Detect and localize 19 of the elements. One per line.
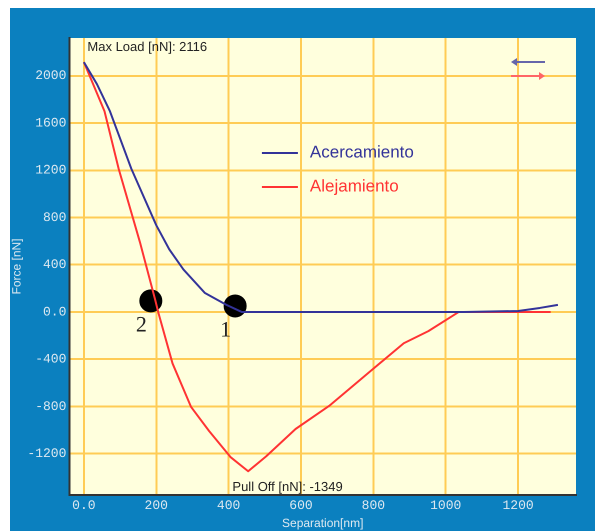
y-tick-label: -800 — [35, 398, 66, 414]
y-tick-label: 1600 — [35, 115, 66, 130]
y-tick-label: 2000 — [35, 68, 66, 84]
y-tick-label: -1200 — [27, 446, 66, 462]
x-tick-label: 1200 — [502, 498, 534, 514]
y-tick-label: 400 — [43, 257, 66, 272]
y-tick-label: 800 — [43, 210, 66, 225]
x-tick-label: 800 — [362, 498, 386, 514]
y-tick-label: -400 — [35, 352, 66, 367]
x-tick-label: 0.0 — [72, 498, 96, 514]
x-axis-title: Separation[nm] — [282, 516, 364, 530]
x-tick-label: 600 — [289, 498, 313, 514]
x-tick-label: 200 — [144, 498, 168, 514]
x-tick-label: 400 — [216, 498, 240, 514]
annotation: 2 — [136, 312, 147, 337]
y-tick-label: 0.0 — [43, 304, 66, 320]
x-tick-label: 1000 — [430, 498, 462, 514]
y-tick-label: 1200 — [35, 162, 66, 178]
y-axis-title: Force [nN] — [10, 238, 24, 295]
